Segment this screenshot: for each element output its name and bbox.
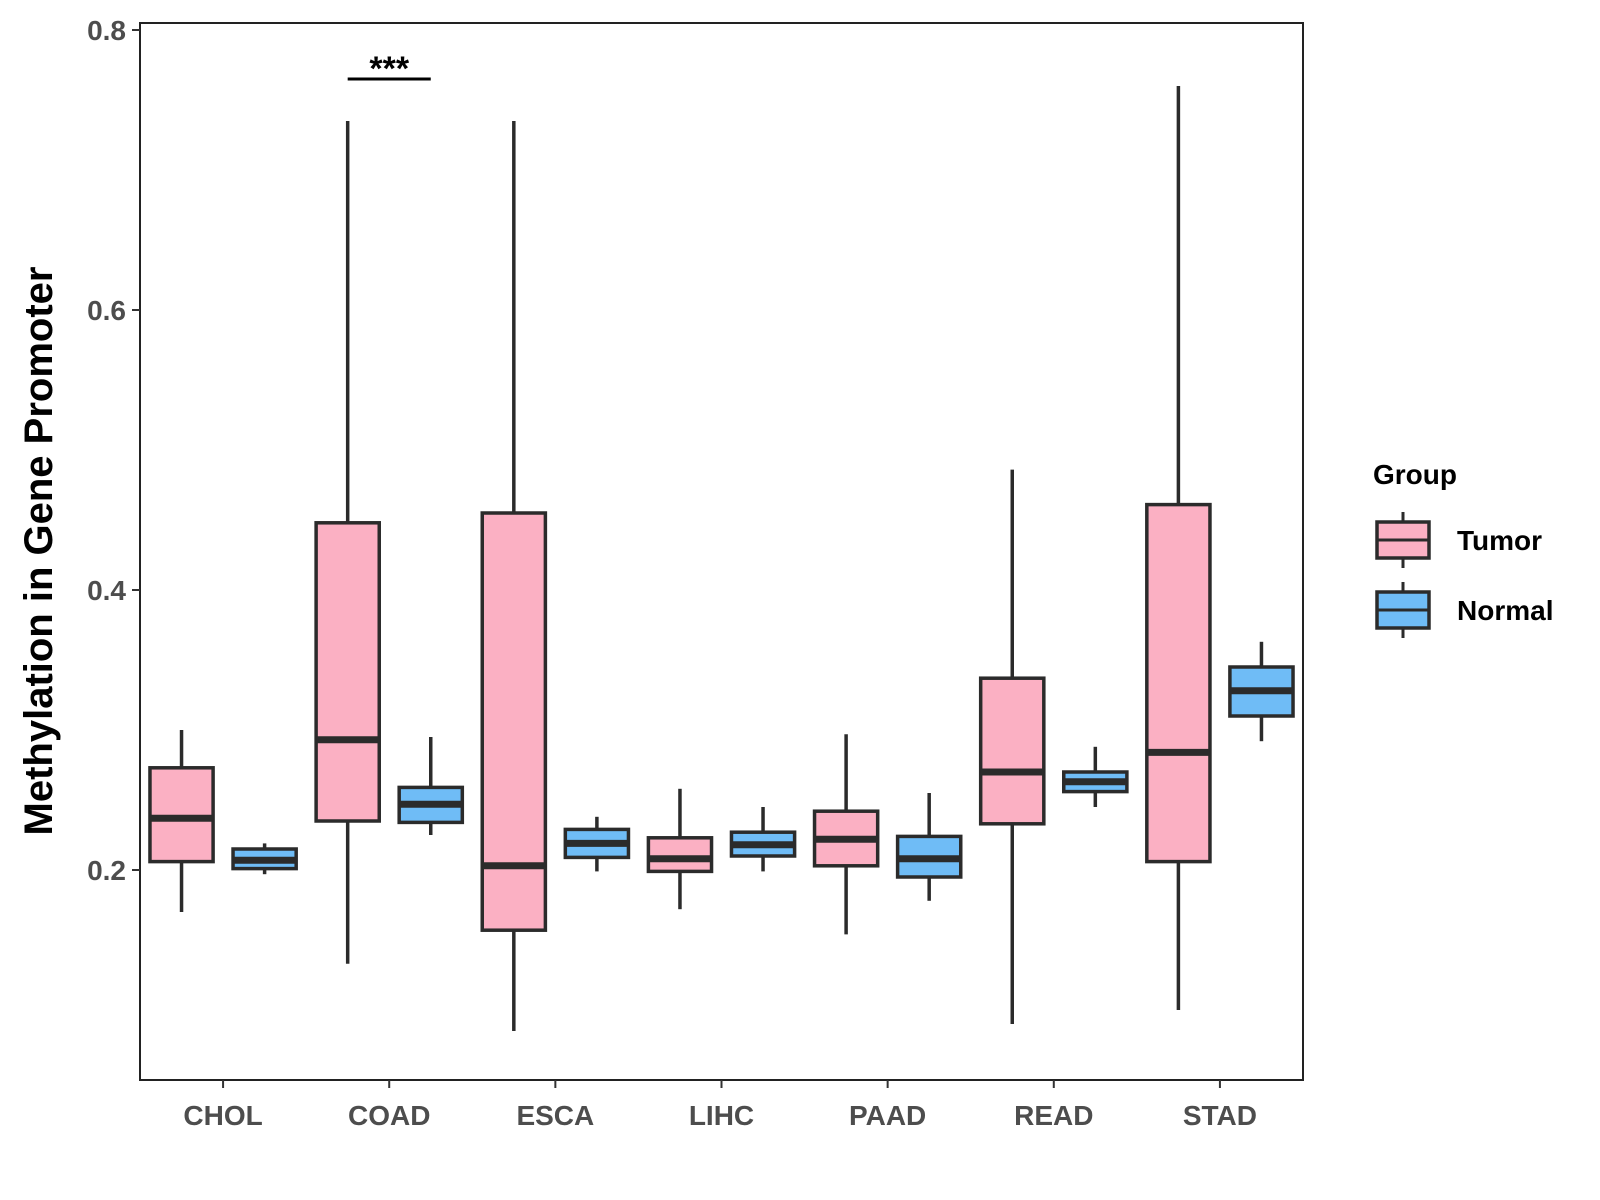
- box-tumor-coad: [314, 121, 381, 964]
- box-body: [314, 521, 381, 823]
- box-body: [148, 766, 215, 864]
- box-tumor-lihc: [646, 788, 714, 910]
- significance-label: ***: [369, 50, 409, 88]
- box-body: [646, 836, 714, 874]
- y-axis-title: Methylation in Gene Promoter: [17, 267, 61, 836]
- box-normal-lihc: [729, 807, 797, 872]
- y-axis: 0.2 0.4 0.6 0.8: [87, 15, 140, 886]
- legend-label: Normal: [1457, 595, 1553, 626]
- x-tick-label: PAAD: [849, 1100, 926, 1131]
- box-normal-chol: [231, 843, 298, 875]
- box-tumor-read: [978, 469, 1046, 1024]
- x-tick-label: READ: [1014, 1100, 1093, 1131]
- legend-title: Group: [1373, 459, 1457, 490]
- box-tumor-esca: [480, 121, 548, 1031]
- box-tumor-chol: [148, 730, 215, 912]
- x-tick-label: STAD: [1183, 1100, 1257, 1131]
- y-tick-label: 0.6: [87, 295, 126, 326]
- box-body: [480, 511, 548, 932]
- box-normal-paad: [895, 793, 963, 901]
- y-tick-label: 0.2: [87, 855, 126, 886]
- box-tumor-paad: [812, 734, 880, 935]
- x-tick-label: ESCA: [516, 1100, 594, 1131]
- x-axis: CHOL COAD ESCA LIHC PAAD READ STAD: [183, 1080, 1257, 1131]
- x-tick-label: CHOL: [183, 1100, 262, 1131]
- y-tick-label: 0.4: [87, 575, 126, 606]
- box-tumor-stad: [1145, 86, 1212, 1010]
- box-normal-read: [1062, 746, 1129, 807]
- annotation-layer: ***: [347, 50, 431, 88]
- x-tick-label: COAD: [348, 1100, 430, 1131]
- box-normal-esca: [563, 816, 631, 872]
- legend-label: Tumor: [1457, 525, 1542, 556]
- boxes-layer: [148, 86, 1295, 1031]
- box-normal-coad: [397, 737, 465, 835]
- box-body: [978, 676, 1046, 826]
- x-tick-label: LIHC: [689, 1100, 754, 1131]
- box-normal-stad: [1228, 641, 1295, 742]
- legend-item-tumor: Tumor: [1375, 512, 1542, 568]
- legend: Group Tumor Normal: [1373, 459, 1553, 638]
- y-tick-label: 0.8: [87, 15, 126, 46]
- box-body: [1145, 502, 1212, 864]
- legend-item-normal: Normal: [1375, 582, 1553, 638]
